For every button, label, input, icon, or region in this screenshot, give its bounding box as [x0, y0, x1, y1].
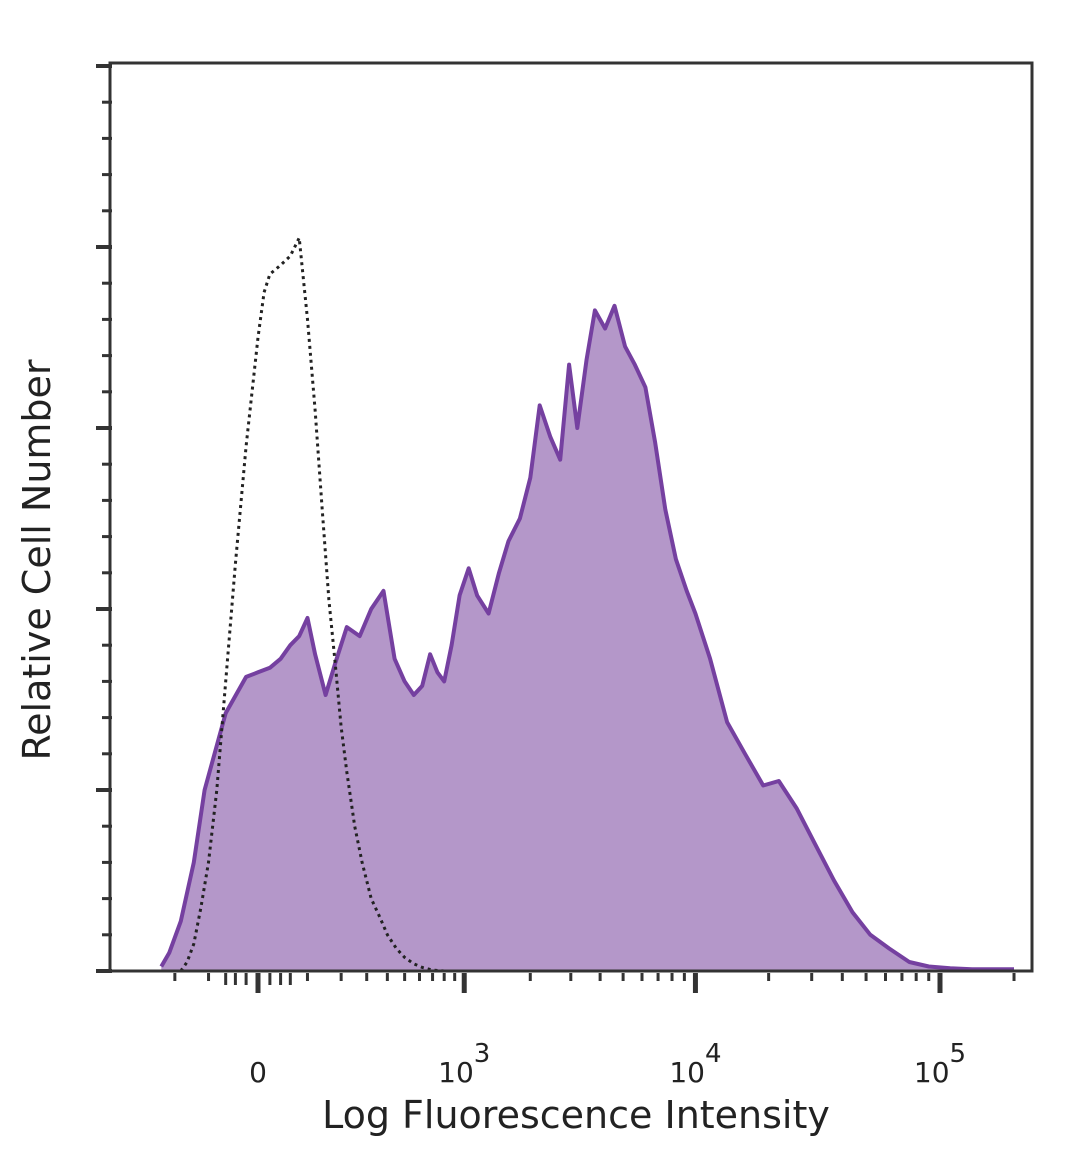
x-axis-title: Log Fluorescence Intensity: [322, 1093, 830, 1137]
x-axis-ticks: 0 103 104 105: [173, 973, 1016, 1089]
series-outline-stained: [159, 303, 1014, 972]
y-axis-ticks: [96, 64, 112, 973]
x-tick-label: 105: [914, 1039, 966, 1089]
series-outline-control: [179, 236, 445, 973]
x-tick-label: 0: [249, 1056, 267, 1089]
series-area-fill: [161, 305, 1015, 971]
x-tick-label: 104: [669, 1039, 721, 1089]
x-tick-label: 103: [438, 1039, 490, 1089]
series-layer: [159, 236, 1015, 973]
plot-frame: [108, 61, 1034, 973]
y-axis-title: Relative Cell Number: [15, 359, 59, 760]
